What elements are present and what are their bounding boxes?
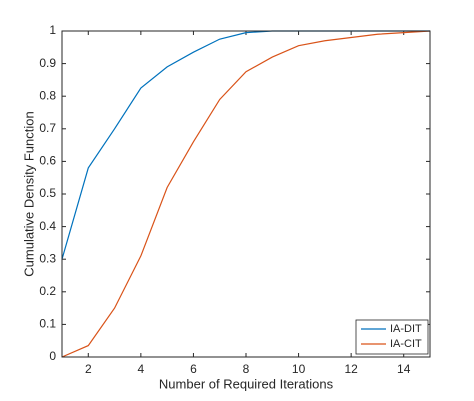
y-axis-label: Cumulative Density Function <box>21 111 36 276</box>
legend-box <box>355 319 429 355</box>
y-tick-label: 0.4 <box>39 219 56 233</box>
y-tick-label: 0.9 <box>39 56 56 70</box>
y-tick-label: 0.7 <box>39 121 56 135</box>
y-tick-label: 0 <box>49 349 56 363</box>
y-tick-label: 0.1 <box>39 317 56 331</box>
x-tick-label: 14 <box>397 362 411 376</box>
x-tick-label: 12 <box>344 362 358 376</box>
y-tick-label: 0.3 <box>39 251 56 265</box>
y-tick-label: 0.5 <box>39 186 56 200</box>
line <box>61 30 430 260</box>
legend-label: IA-CIT <box>390 338 422 350</box>
y-tick-label: 0.8 <box>39 88 56 102</box>
x-tick-label: 6 <box>190 362 197 376</box>
y-tick-label: 0.6 <box>39 154 56 168</box>
legend-label: IA-DIT <box>390 323 422 335</box>
x-tick-label: 10 <box>292 362 306 376</box>
line <box>61 30 431 358</box>
x-tick-label: 8 <box>243 362 250 376</box>
x-tick-label: 4 <box>138 362 145 376</box>
plot-frame <box>61 30 431 358</box>
x-axis-label: Number of Required Iterations <box>159 376 334 391</box>
x-tick-label: 2 <box>85 362 92 376</box>
y-tick-label: 0.2 <box>39 284 56 298</box>
y-tick-label: 1 <box>49 23 56 37</box>
